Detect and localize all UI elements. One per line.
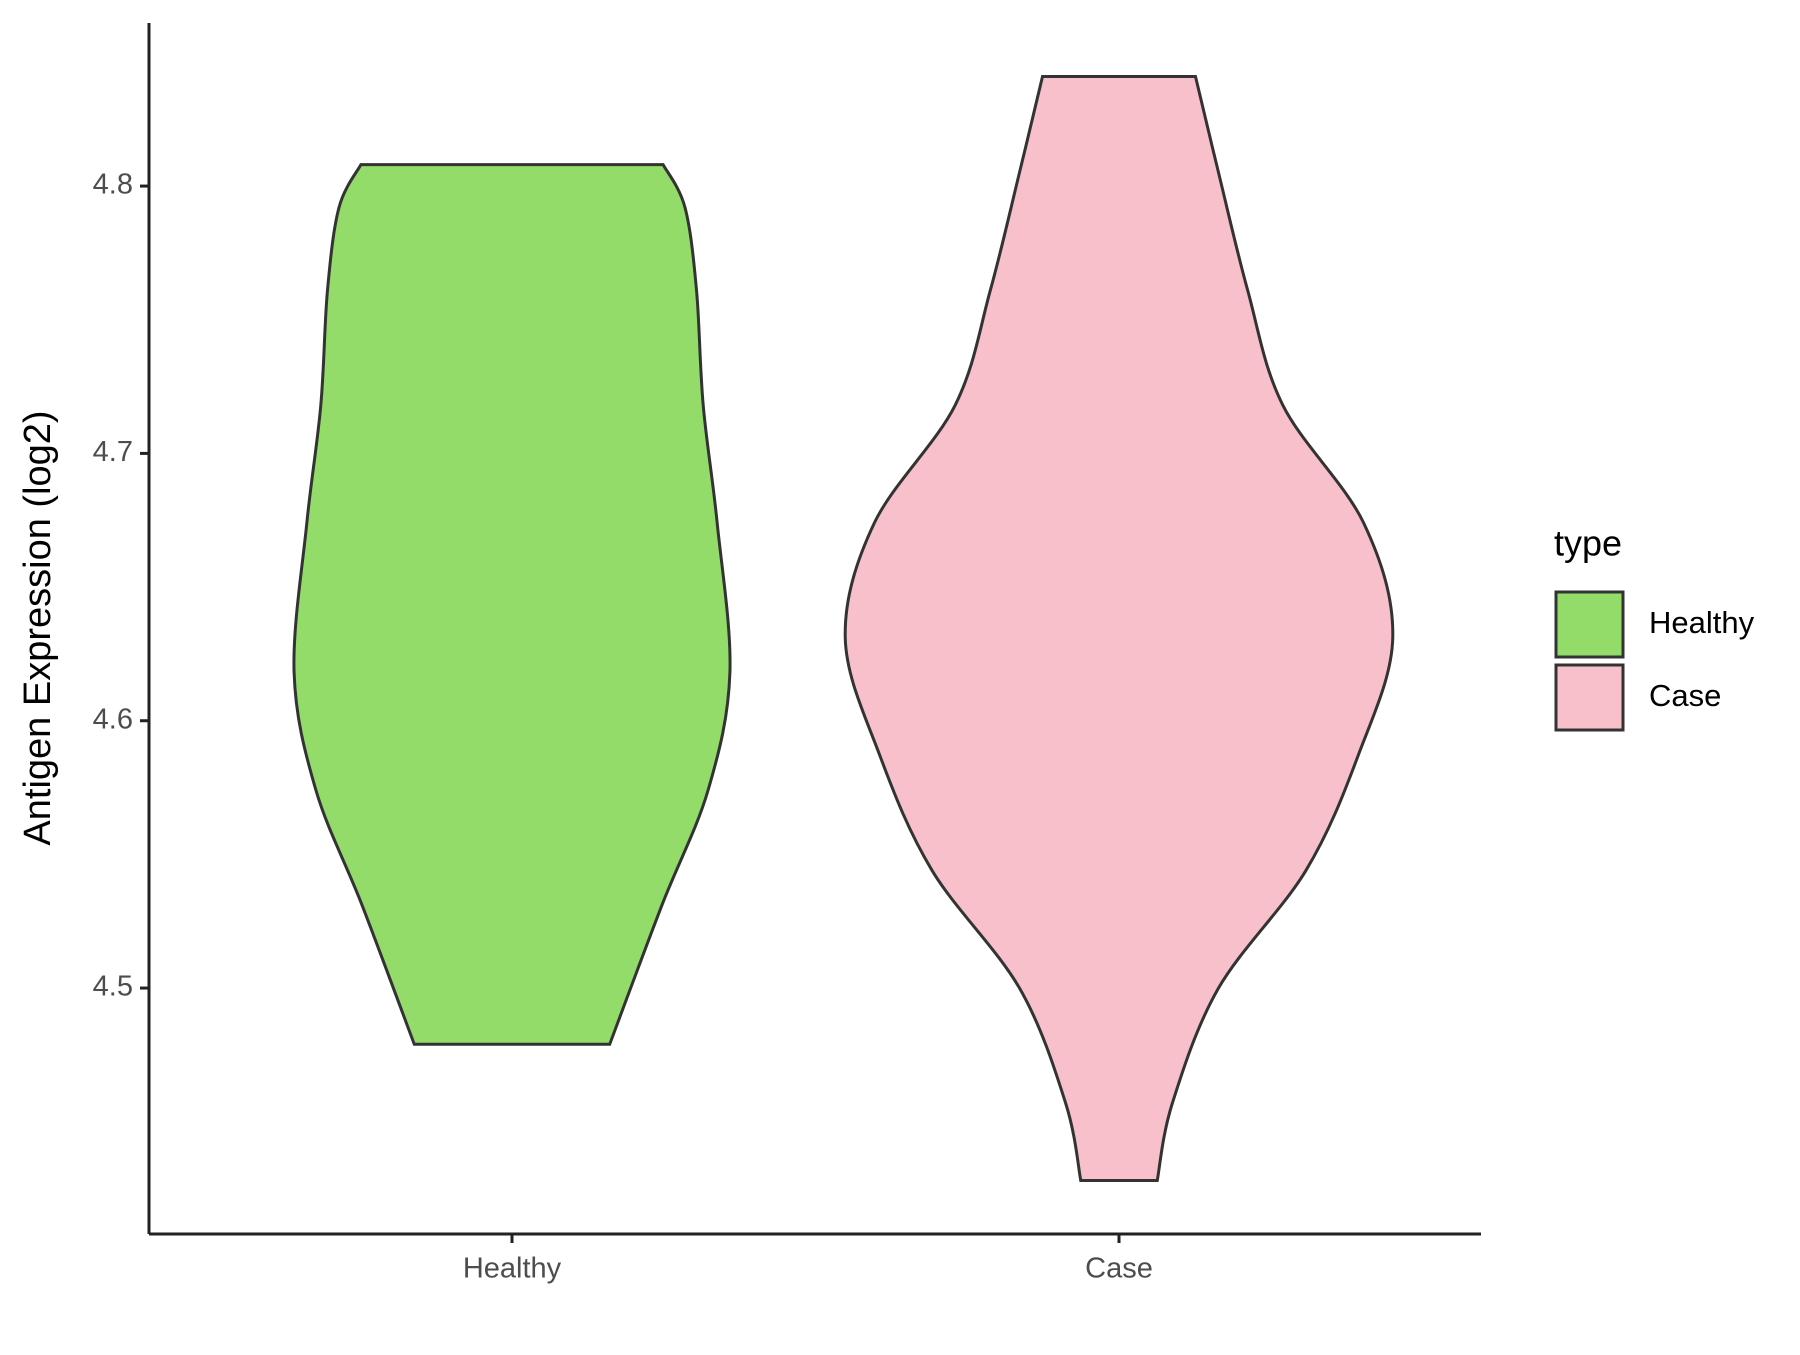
violin xyxy=(292,163,732,1046)
legend-label: Healthy xyxy=(1649,605,1755,640)
y-axis-label: Antigen Expression (log2) xyxy=(17,410,59,845)
legend-label: Case xyxy=(1649,678,1721,713)
x-tick-label: Healthy xyxy=(463,1253,562,1285)
legend-key xyxy=(1554,590,1625,659)
x-tick-label: Case xyxy=(1085,1253,1153,1285)
violin xyxy=(843,74,1395,1183)
legend-key xyxy=(1554,663,1625,732)
y-tick-label: 4.8 xyxy=(93,169,133,201)
legend-title: type xyxy=(1554,523,1622,564)
y-tick-label: 4.5 xyxy=(93,971,133,1003)
y-tick-label: 4.6 xyxy=(93,703,133,735)
y-tick-label: 4.7 xyxy=(93,436,133,468)
